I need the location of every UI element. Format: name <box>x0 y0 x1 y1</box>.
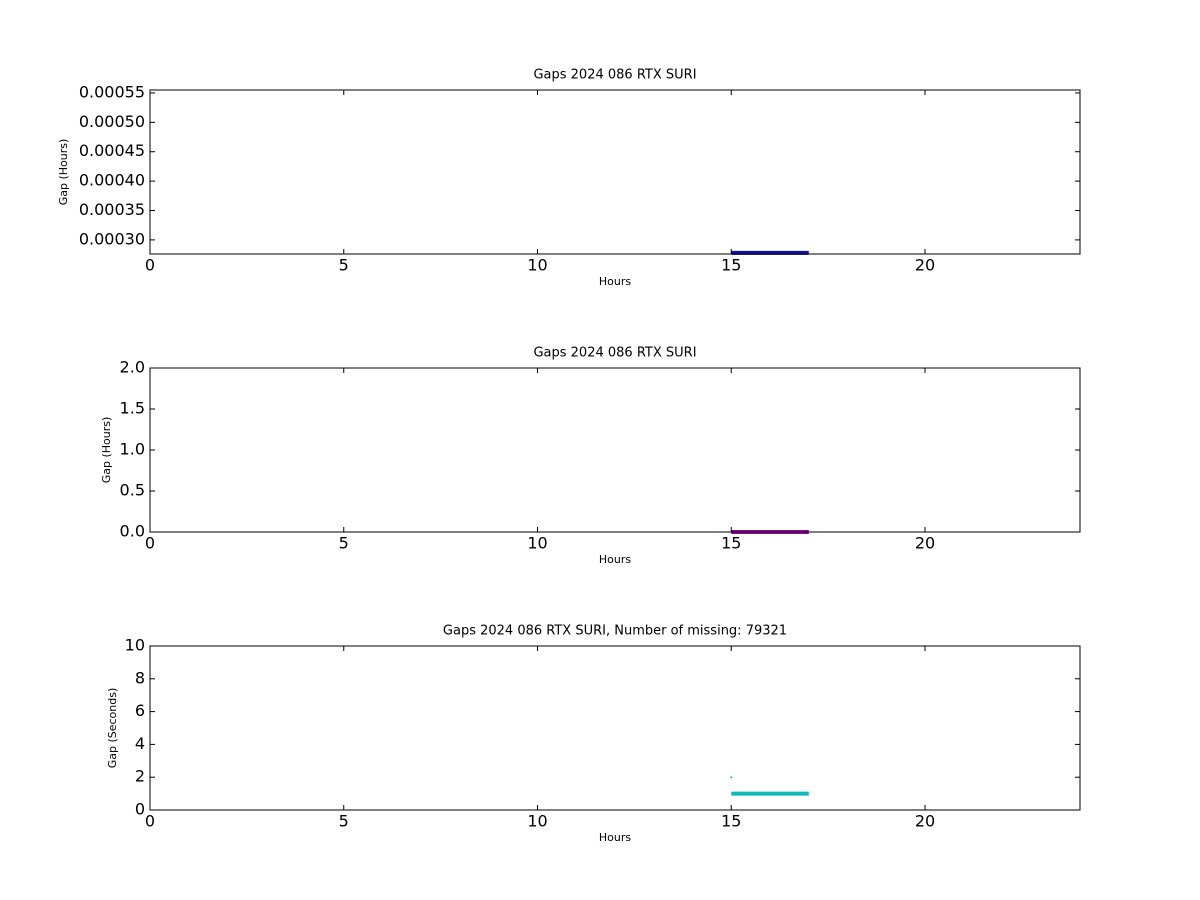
x-tick-label: 20 <box>915 812 935 831</box>
data-point <box>730 776 733 779</box>
x-tick-label: 15 <box>721 812 741 831</box>
x-tick-label: 0 <box>145 256 155 275</box>
x-tick-label: 5 <box>339 256 349 275</box>
y-tick-label: 0.00050 <box>79 112 145 131</box>
y-tick-label: 2 <box>135 767 145 786</box>
y-tick-label: 1.0 <box>120 440 145 459</box>
chart-title: Gaps 2024 086 RTX SURI <box>533 346 696 361</box>
y-tick-label: 0.00045 <box>79 141 145 160</box>
y-tick-label: 1.5 <box>120 399 145 418</box>
plot-frame <box>149 89 1081 255</box>
x-tick-label: 10 <box>527 812 547 831</box>
x-tick-label: 0 <box>145 812 155 831</box>
y-tick-label: 0.00055 <box>79 82 145 101</box>
chart-title: Gaps 2024 086 RTX SURI, Number of missin… <box>443 624 787 639</box>
y-tick-label: 0 <box>135 800 145 819</box>
y-tick-label: 6 <box>135 701 145 720</box>
y-tick-label: 2.0 <box>120 358 145 377</box>
subplot: Gaps 2024 086 RTX SURI Hours Gap (Hours) 0 5… <box>100 346 1081 566</box>
y-axis-label: Gap (Seconds) <box>106 688 119 769</box>
x-tick-label: 10 <box>527 534 547 553</box>
y-tick-label: 4 <box>135 734 145 753</box>
x-axis-label: Hours <box>599 553 631 566</box>
y-tick-label: 10 <box>125 636 145 655</box>
x-tick-label: 20 <box>915 534 935 553</box>
x-tick-label: 5 <box>339 534 349 553</box>
x-axis-label: Hours <box>599 831 631 844</box>
y-tick-label: 0.00040 <box>79 171 145 190</box>
y-axis-label: Gap (Hours) <box>100 417 113 484</box>
plot-frame <box>149 367 1081 533</box>
chart-title: Gaps 2024 086 RTX SURI <box>533 68 696 83</box>
y-tick-label: 0.00030 <box>79 229 145 248</box>
subplot: Gaps 2024 086 RTX SURI Hours Gap (Hours) 0 5… <box>57 68 1081 288</box>
x-tick-label: 0 <box>145 534 155 553</box>
x-tick-label: 5 <box>339 812 349 831</box>
x-tick-label: 10 <box>527 256 547 275</box>
x-tick-label: 20 <box>915 256 935 275</box>
y-axis-label: Gap (Hours) <box>57 139 70 206</box>
y-tick-label: 0.0 <box>120 522 145 541</box>
y-tick-label: 8 <box>135 668 145 687</box>
plot-frame <box>149 645 1081 811</box>
y-tick-label: 0.00035 <box>79 200 145 219</box>
x-axis-label: Hours <box>599 275 631 288</box>
x-tick-label: 15 <box>721 256 741 275</box>
subplot: Gaps 2024 086 RTX SURI, Number of missin… <box>106 624 1081 844</box>
y-tick-label: 0.5 <box>120 481 145 500</box>
x-tick-label: 15 <box>721 534 741 553</box>
